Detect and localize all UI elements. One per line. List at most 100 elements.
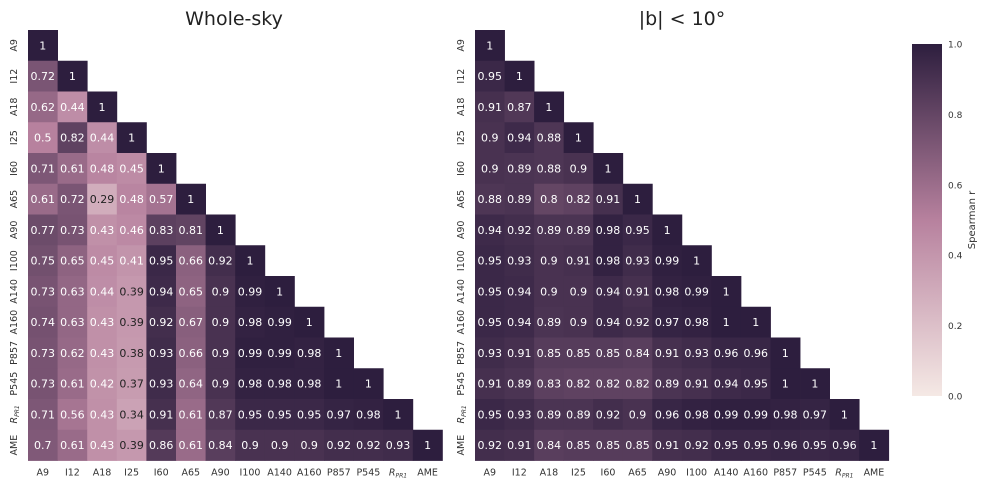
cell-value-label: 0.91 bbox=[507, 347, 532, 360]
cell-value-label: 0.98 bbox=[297, 378, 322, 391]
cell-value-label: 0.9 bbox=[212, 316, 230, 329]
heatmap-cell bbox=[681, 245, 712, 277]
x-tick-label: AME bbox=[417, 468, 438, 479]
heatmap-cell bbox=[711, 337, 742, 369]
cell-value-label: 0.88 bbox=[537, 132, 562, 145]
cell-value-label: 0.95 bbox=[238, 408, 263, 421]
heatmap-cell bbox=[504, 183, 535, 215]
cell-value-label: 0.63 bbox=[60, 316, 85, 329]
cell-value-label: 1 bbox=[247, 255, 254, 268]
heatmap-cell bbox=[57, 306, 88, 338]
cell-value-label: 0.61 bbox=[179, 408, 204, 421]
cell-value-label: 0.95 bbox=[743, 439, 768, 452]
heatmap-cell bbox=[534, 337, 565, 369]
cell-value-label: 0.93 bbox=[507, 255, 532, 268]
y-tick-label: A9 bbox=[9, 39, 20, 52]
cell-value-label: 0.43 bbox=[90, 347, 115, 360]
heatmap-cell bbox=[28, 368, 58, 400]
x-tick-label: I100 bbox=[240, 468, 261, 479]
heatmap-cell bbox=[475, 337, 505, 369]
cell-value-label: 0.92 bbox=[507, 224, 532, 237]
cell-value-label: 0.73 bbox=[60, 224, 85, 237]
y-tick-label: A90 bbox=[456, 221, 467, 240]
heatmap-cell bbox=[205, 214, 236, 246]
heatmap-cell bbox=[87, 183, 118, 215]
heatmap-cell bbox=[116, 122, 147, 154]
cell-value-label: 1 bbox=[782, 378, 789, 391]
cell-value-label: 0.98 bbox=[655, 285, 680, 298]
cell-value-label: 0.39 bbox=[119, 439, 144, 452]
heatmap-cell bbox=[235, 276, 266, 308]
heatmap-cell bbox=[116, 399, 147, 431]
cell-value-label: 0.43 bbox=[90, 316, 115, 329]
cell-value-label: 0.62 bbox=[60, 347, 85, 360]
heatmap-cell bbox=[652, 337, 683, 369]
heatmap-cell bbox=[652, 429, 683, 461]
cell-value-label: 0.91 bbox=[655, 347, 680, 360]
x-tick-label: P545 bbox=[803, 468, 827, 479]
heatmap-cell bbox=[146, 337, 177, 369]
cell-value-label: 0.93 bbox=[149, 347, 174, 360]
heatmap-cell bbox=[534, 183, 565, 215]
cell-value-label: 0.95 bbox=[478, 408, 503, 421]
heatmap-cell bbox=[28, 214, 58, 246]
heatmap-cell bbox=[622, 183, 653, 215]
heatmap-whole-sky: Whole-sky 1 0.72 1 0.62 0.44 1 0.5 0.82 0.44 1 0.7… bbox=[9, 8, 443, 480]
heatmap-cell bbox=[205, 429, 236, 461]
heatmap-cell bbox=[176, 276, 206, 308]
heatmap-cell bbox=[324, 368, 354, 400]
x-tick-label: RPR1 bbox=[389, 468, 407, 480]
y-tick-label: A65 bbox=[456, 190, 467, 209]
heatmap-cell bbox=[205, 337, 236, 369]
heatmap-cell bbox=[412, 429, 443, 461]
heatmap-cell bbox=[235, 368, 266, 400]
heatmap-cell bbox=[681, 337, 712, 369]
cell-value-label: 0.93 bbox=[507, 408, 532, 421]
cell-value-label: 1 bbox=[39, 39, 46, 52]
cell-value-label: 0.48 bbox=[119, 193, 144, 206]
heatmap-cell bbox=[859, 429, 890, 461]
cell-value-label: 0.9 bbox=[570, 316, 588, 329]
heatmap-cell bbox=[264, 368, 295, 400]
heatmap-cell bbox=[622, 368, 653, 400]
heatmap-cell bbox=[622, 306, 653, 338]
x-tick-label: A9 bbox=[37, 468, 50, 479]
heatmap-cell bbox=[475, 306, 505, 338]
cell-value-label: 0.8 bbox=[540, 193, 558, 206]
cell-value-label: 0.93 bbox=[684, 347, 709, 360]
cell-value-label: 0.83 bbox=[149, 224, 174, 237]
cell-value-label: 1 bbox=[187, 193, 194, 206]
heatmap-cell bbox=[504, 429, 535, 461]
cell-value-label: 0.61 bbox=[31, 193, 56, 206]
cell-value-label: 0.41 bbox=[119, 255, 144, 268]
cell-value-label: 0.92 bbox=[149, 316, 174, 329]
colorbar-tick-label: 0.6 bbox=[948, 181, 963, 191]
x-tick-label: A160 bbox=[743, 468, 768, 479]
heatmap-cell bbox=[28, 276, 58, 308]
heatmap-cell bbox=[87, 153, 118, 185]
cell-value-label: 0.64 bbox=[179, 378, 204, 391]
heatmap-cell bbox=[652, 399, 683, 431]
heatmap-cell bbox=[294, 306, 325, 338]
y-tick-label: A9 bbox=[456, 39, 467, 52]
heatmap-cell bbox=[534, 306, 565, 338]
y-tick-label: A90 bbox=[9, 221, 20, 240]
heatmap-cell bbox=[28, 399, 58, 431]
cell-value-label: 0.92 bbox=[356, 439, 381, 452]
cell-value-label: 0.98 bbox=[684, 408, 709, 421]
cell-value-label: 1 bbox=[335, 378, 342, 391]
cell-value-label: 0.96 bbox=[743, 347, 768, 360]
cell-value-label: 0.91 bbox=[655, 439, 680, 452]
cell-value-label: 1 bbox=[395, 408, 402, 421]
heatmap-cell bbox=[681, 399, 712, 431]
y-tick-label: A160 bbox=[456, 310, 467, 335]
heatmap-cell bbox=[681, 368, 712, 400]
heatmap-cell bbox=[87, 91, 118, 123]
heatmap-cell bbox=[116, 306, 147, 338]
cell-value-label: 0.71 bbox=[31, 162, 56, 175]
heatmap-cell bbox=[622, 337, 653, 369]
cell-value-label: 0.95 bbox=[803, 439, 828, 452]
heatmap-cell bbox=[146, 306, 177, 338]
heatmap-cell bbox=[475, 368, 505, 400]
heatmap-cell bbox=[116, 276, 147, 308]
